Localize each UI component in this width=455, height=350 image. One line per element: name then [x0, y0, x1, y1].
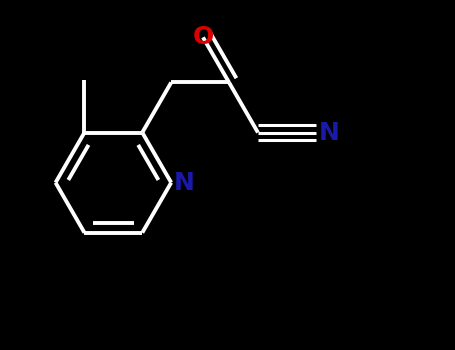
- Text: O: O: [192, 26, 214, 49]
- Text: N: N: [174, 170, 195, 195]
- Text: N: N: [319, 120, 340, 145]
